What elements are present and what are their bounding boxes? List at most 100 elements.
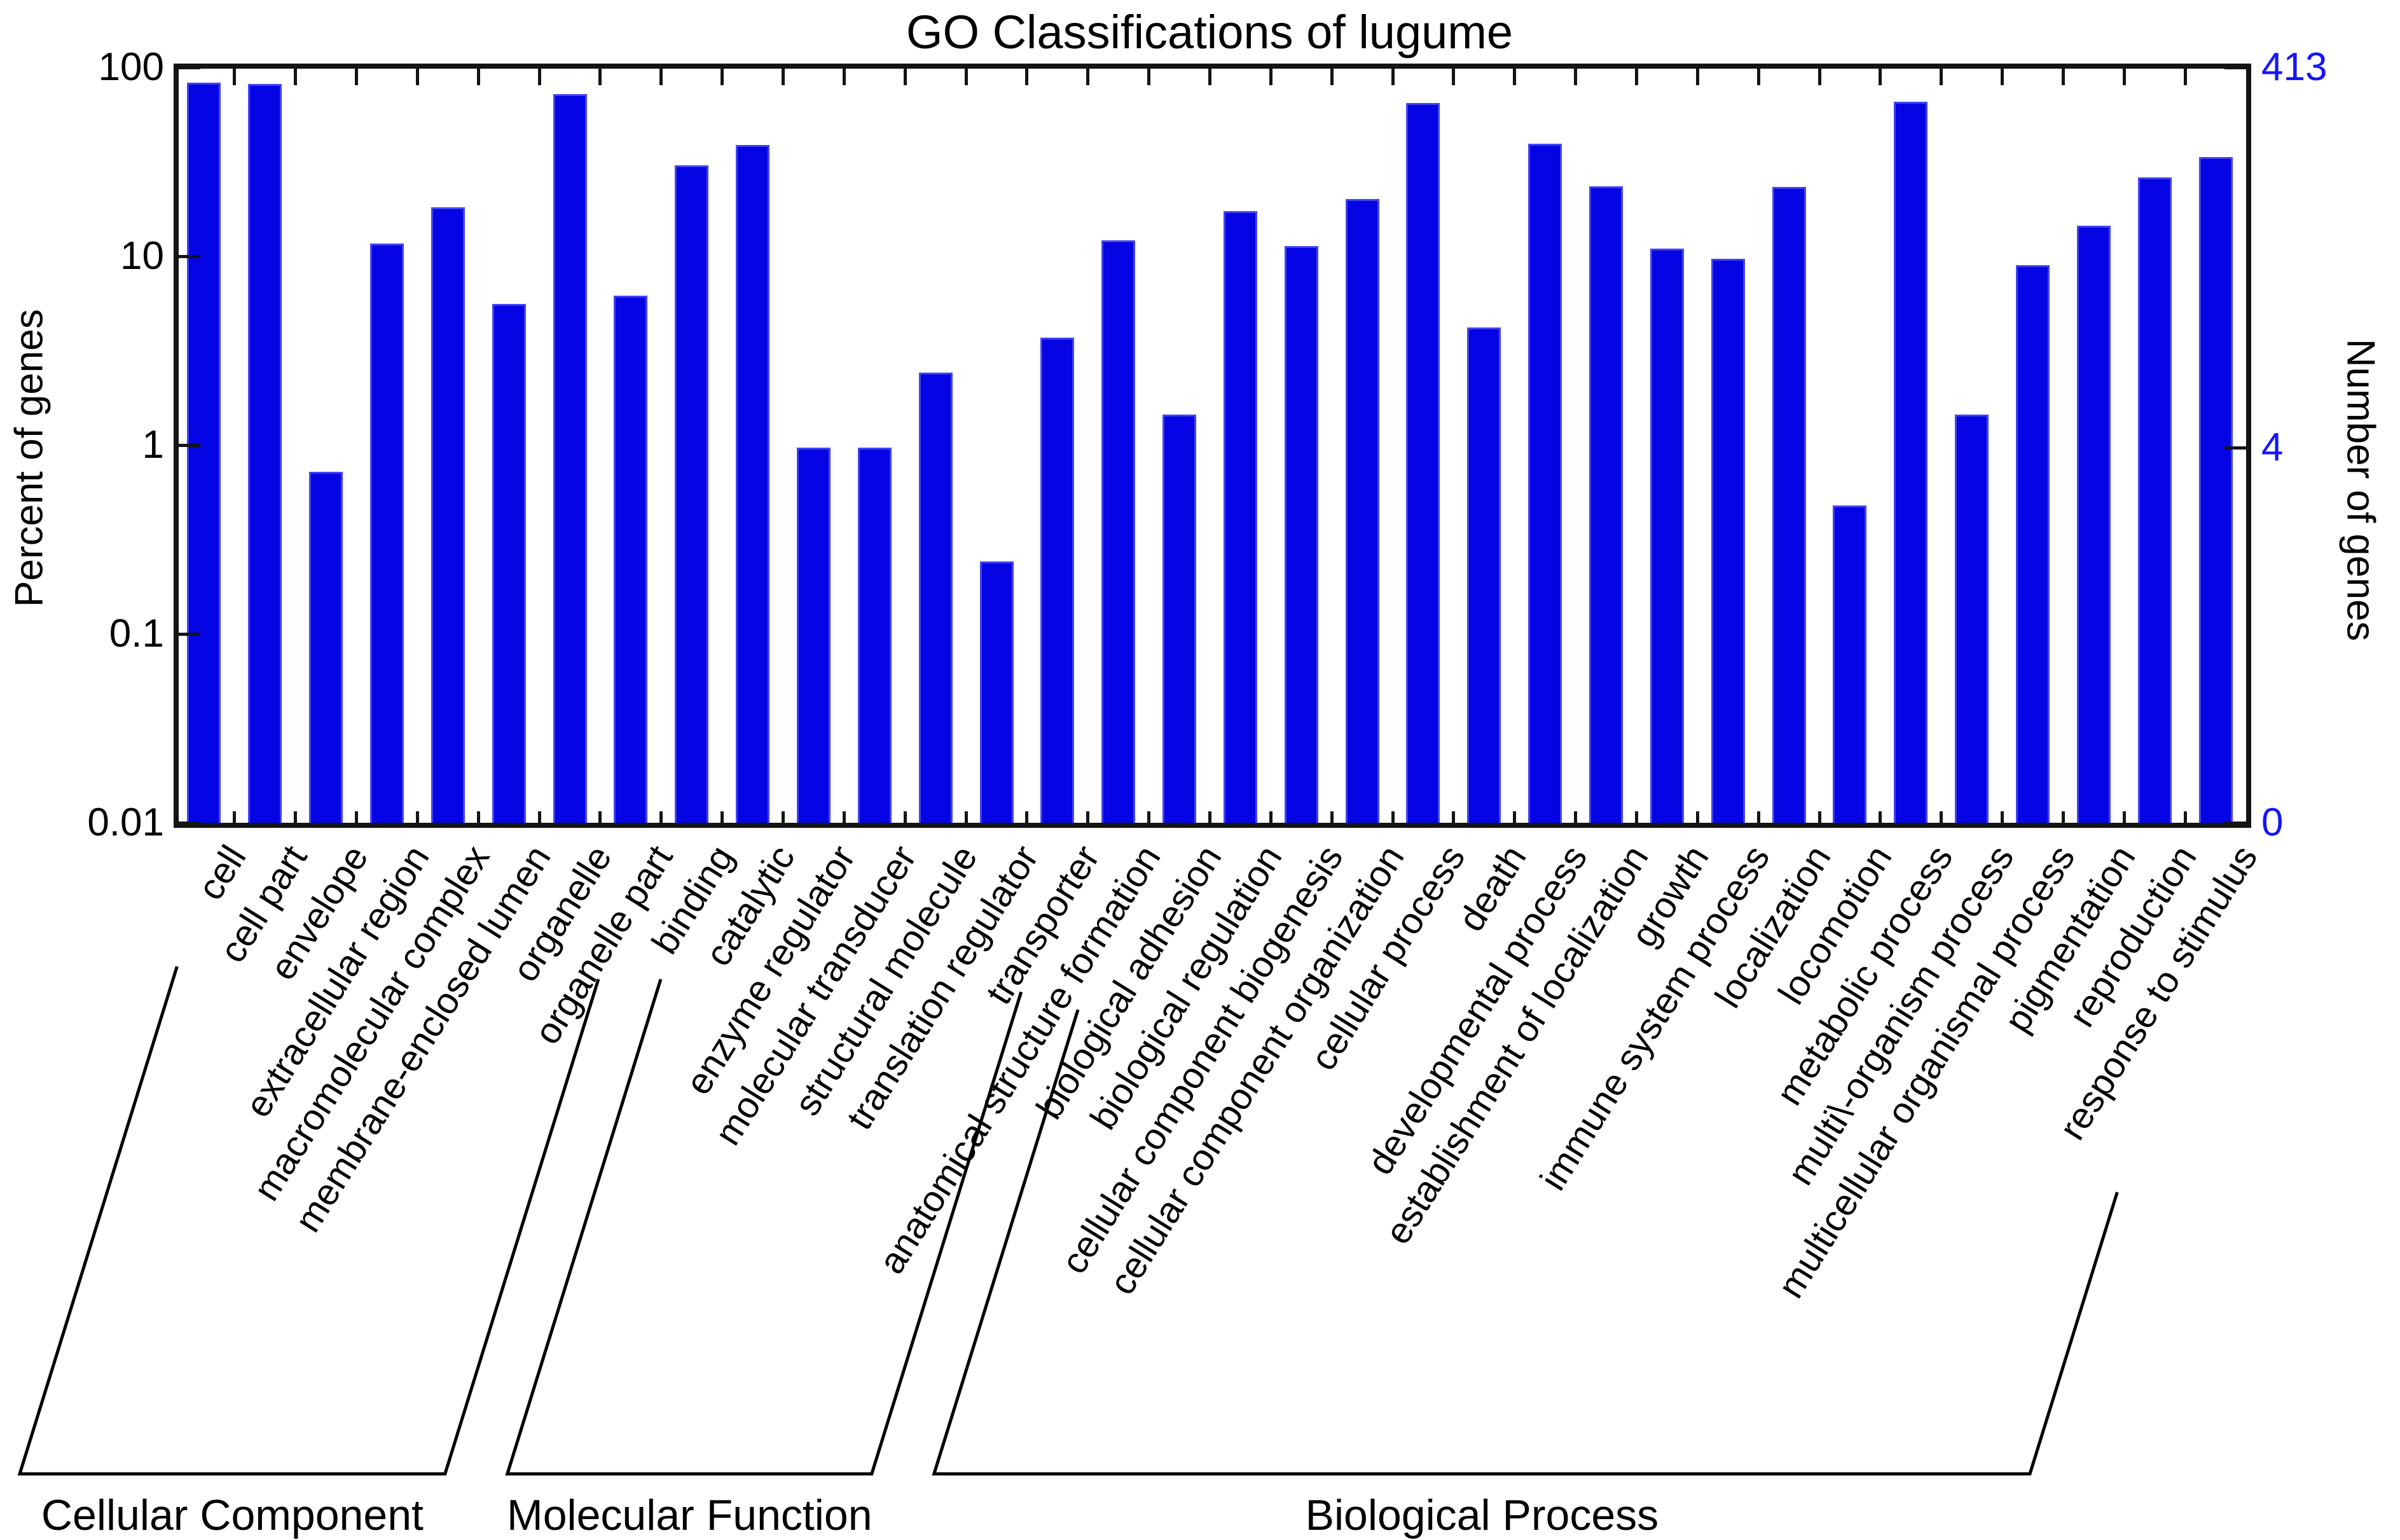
bottom-tick: [537, 811, 541, 823]
bottom-tick: [2183, 811, 2187, 823]
right-tick-label-0: 0: [2261, 801, 2284, 844]
top-tick: [598, 69, 602, 85]
bar-enzyme-regulator: [796, 447, 831, 823]
bracket-molecular-function: [505, 979, 1023, 1476]
bottom-tick: [476, 811, 480, 823]
bar-cellular-process: [1406, 102, 1440, 823]
top-tick: [1086, 69, 1090, 85]
left-tick-label-100: 100: [98, 45, 164, 89]
group-label-cellular-component: Cellular Component: [41, 1491, 424, 1539]
bottom-tick: [1086, 811, 1090, 823]
left-spine: [174, 64, 179, 828]
bottom-tick: [1025, 811, 1029, 823]
bar-locomotion: [1833, 505, 1867, 823]
bottom-tick: [842, 811, 846, 823]
left-tick: [179, 821, 200, 825]
top-tick: [782, 69, 785, 85]
bar-organelle-part: [614, 295, 648, 823]
bar-cellular-component-biogenesis: [1284, 246, 1318, 823]
top-tick: [537, 69, 541, 85]
top-tick: [1817, 69, 1821, 85]
bar-response-to-stimulus: [2198, 157, 2233, 823]
top-tick: [1574, 69, 1578, 85]
right-tick-label-4: 4: [2261, 425, 2284, 470]
top-tick: [659, 69, 663, 85]
bar-binding: [675, 165, 709, 823]
bottom-tick: [1817, 811, 1821, 823]
bottom-tick: [1756, 811, 1760, 823]
bottom-tick: [659, 811, 663, 823]
bottom-tick: [782, 811, 785, 823]
top-tick: [903, 69, 907, 85]
left-tick-label-10: 10: [120, 234, 164, 278]
bottom-tick: [964, 811, 968, 823]
bar-macromolecular-complex: [431, 207, 465, 823]
bar-metabolic-process: [1894, 101, 1928, 823]
bar-molecular-transducer: [857, 447, 892, 823]
bar-translation-regulator: [979, 561, 1014, 823]
top-tick: [1452, 69, 1456, 85]
bracket-cellular-component: [17, 966, 600, 1476]
bottom-spine: [174, 823, 2251, 828]
top-tick: [355, 69, 359, 85]
bottom-tick: [1330, 811, 1334, 823]
bar-cell: [187, 83, 221, 823]
bottom-tick: [1574, 811, 1578, 823]
bar-catalytic: [736, 145, 770, 823]
top-tick: [476, 69, 480, 85]
bottom-tick: [1695, 811, 1699, 823]
top-tick: [1269, 69, 1272, 85]
bar-organelle: [553, 94, 587, 823]
bottom-tick: [2061, 811, 2065, 823]
right-spine: [2246, 64, 2251, 828]
bar-death: [1467, 327, 1501, 823]
bar-localization: [1772, 187, 1806, 823]
top-tick: [1695, 69, 1699, 85]
top-tick: [964, 69, 968, 85]
group-label-biological-process: Biological Process: [1305, 1491, 1659, 1539]
bar-structural-molecule: [918, 373, 953, 823]
top-tick: [2183, 69, 2187, 85]
top-tick: [294, 69, 298, 85]
bar-growth: [1650, 248, 1684, 823]
left-tick: [179, 65, 200, 69]
bar-multi-organism-process: [1955, 415, 1989, 823]
left-tick: [179, 254, 200, 258]
bottom-tick: [721, 811, 724, 823]
bottom-tick: [1208, 811, 1211, 823]
group-label-molecular-function: Molecular Function: [507, 1491, 872, 1539]
bottom-tick: [1391, 811, 1395, 823]
bottom-tick: [1269, 811, 1272, 823]
bar-transporter: [1040, 338, 1075, 823]
top-tick: [415, 69, 419, 85]
right-tick: [2224, 446, 2246, 450]
bottom-tick: [1452, 811, 1456, 823]
left-tick-label-1: 1: [142, 423, 164, 467]
top-tick: [1025, 69, 1029, 85]
bottom-tick: [233, 811, 237, 823]
right-tick: [2224, 821, 2246, 825]
top-tick: [2122, 69, 2126, 85]
top-tick: [1756, 69, 1760, 85]
chart-title: GO Classifications of lugume: [906, 6, 1514, 58]
bottom-tick: [2122, 811, 2126, 823]
bar-envelope: [309, 472, 343, 823]
left-tick: [179, 443, 200, 447]
bar-membrane-enclosed-lumen: [492, 303, 526, 823]
bottom-tick: [598, 811, 602, 823]
bar-biological-regulation: [1223, 210, 1257, 823]
bottom-tick: [903, 811, 907, 823]
top-tick: [842, 69, 846, 85]
bar-extracellular-region: [369, 243, 404, 823]
top-tick: [1147, 69, 1151, 85]
bar-cell-part: [248, 84, 282, 823]
top-tick: [2001, 69, 2004, 85]
top-tick: [233, 69, 237, 85]
bottom-tick: [1634, 811, 1638, 823]
bar-biological-adhesion: [1162, 415, 1197, 823]
top-tick: [1634, 69, 1638, 85]
top-tick: [2061, 69, 2065, 85]
bottom-tick: [2001, 811, 2004, 823]
bottom-tick: [1147, 811, 1151, 823]
